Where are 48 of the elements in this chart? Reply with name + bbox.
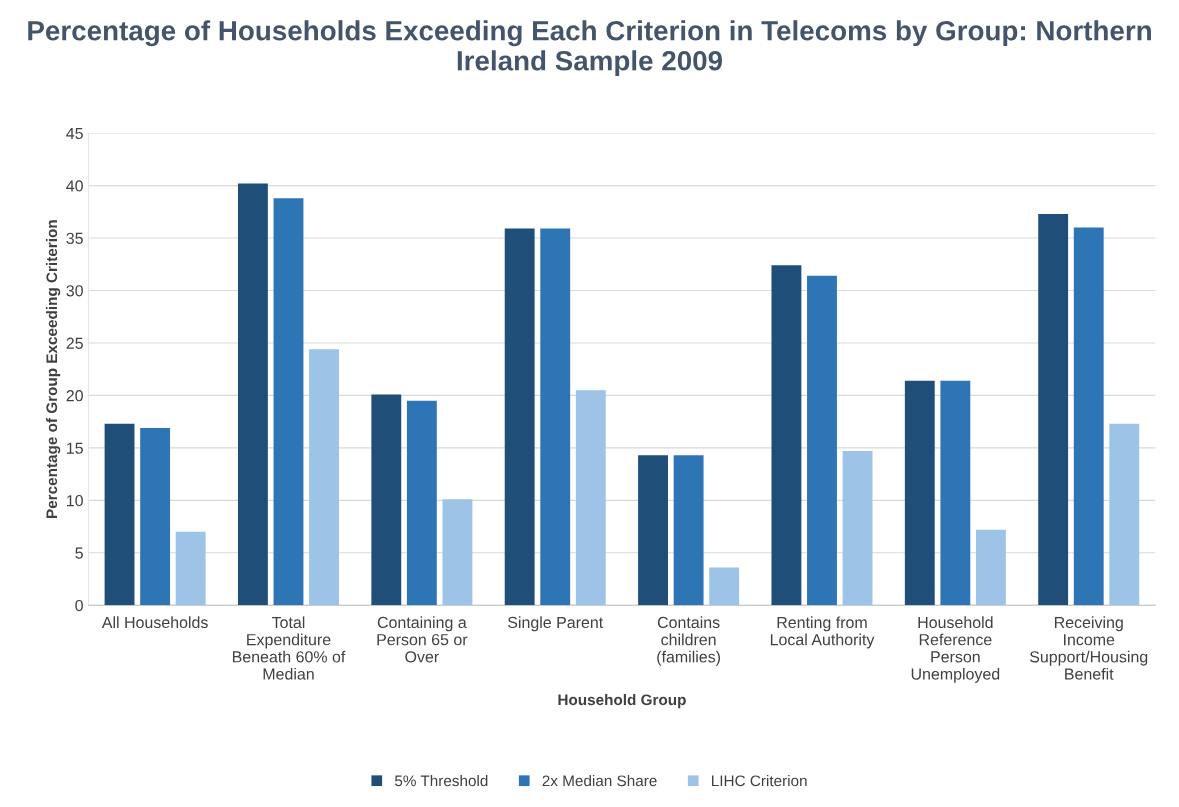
bar — [237, 183, 268, 606]
bar — [940, 380, 971, 606]
bar — [406, 400, 437, 606]
bar — [442, 499, 473, 606]
y-tick-label: 15 — [67, 442, 83, 454]
x-tick-label: Receiving Income Support/Housing Benefit — [1029, 616, 1148, 680]
bar — [638, 455, 668, 606]
bar — [504, 228, 535, 606]
bar — [1073, 227, 1104, 606]
bar — [673, 455, 704, 606]
legend-label: 5% Threshold — [394, 774, 488, 787]
y-tick-label: 35 — [66, 232, 83, 245]
bar — [807, 275, 837, 606]
bar — [1109, 423, 1140, 606]
legend-label: 2x Median Share — [542, 774, 657, 787]
bar — [975, 529, 1006, 606]
y-tick-label: 45 — [66, 127, 83, 140]
bar — [575, 390, 606, 606]
bar — [540, 228, 571, 606]
x-tick-label: Containing a Person 65 or Over — [377, 616, 468, 663]
chart-title: Percentage of Households Exceeding Each Criterion in Telecoms by Group: Northern Ireland Sample 2009 — [28, 20, 1151, 77]
legend-label: LIHC Criterion — [712, 774, 807, 787]
bar — [273, 198, 304, 606]
x-tick-label: Total Expenditure Beneath 60% of Median — [232, 616, 346, 680]
y-axis-title: Percentage of Group Exceeding Criterion — [45, 220, 61, 519]
bar — [371, 394, 402, 606]
bar — [842, 451, 873, 606]
y-tick-label: 20 — [66, 390, 83, 402]
x-axis-title: Household Group — [558, 693, 686, 709]
bar — [104, 423, 135, 606]
x-tick-label: Renting from Local Authority — [770, 616, 875, 649]
bar — [1038, 213, 1069, 606]
x-tick-label: Single Parent — [508, 616, 604, 632]
y-tick-label: 0 — [75, 599, 83, 612]
bar — [709, 567, 740, 606]
x-tick-label: All Households — [101, 616, 208, 629]
y-tick-label: 25 — [66, 337, 83, 349]
bar — [904, 380, 935, 606]
bar — [309, 349, 339, 606]
y-tick-label: 40 — [66, 180, 83, 192]
bar — [140, 427, 171, 606]
x-tick-label: Household Reference Person Unemployed — [911, 616, 1000, 683]
y-tick-label: 5 — [75, 547, 83, 559]
x-tick-label: Contains children (families) — [657, 616, 721, 666]
bar — [175, 531, 206, 606]
y-tick-label: 10 — [67, 494, 83, 507]
y-tick-label: 30 — [66, 285, 83, 297]
bar — [771, 265, 802, 606]
